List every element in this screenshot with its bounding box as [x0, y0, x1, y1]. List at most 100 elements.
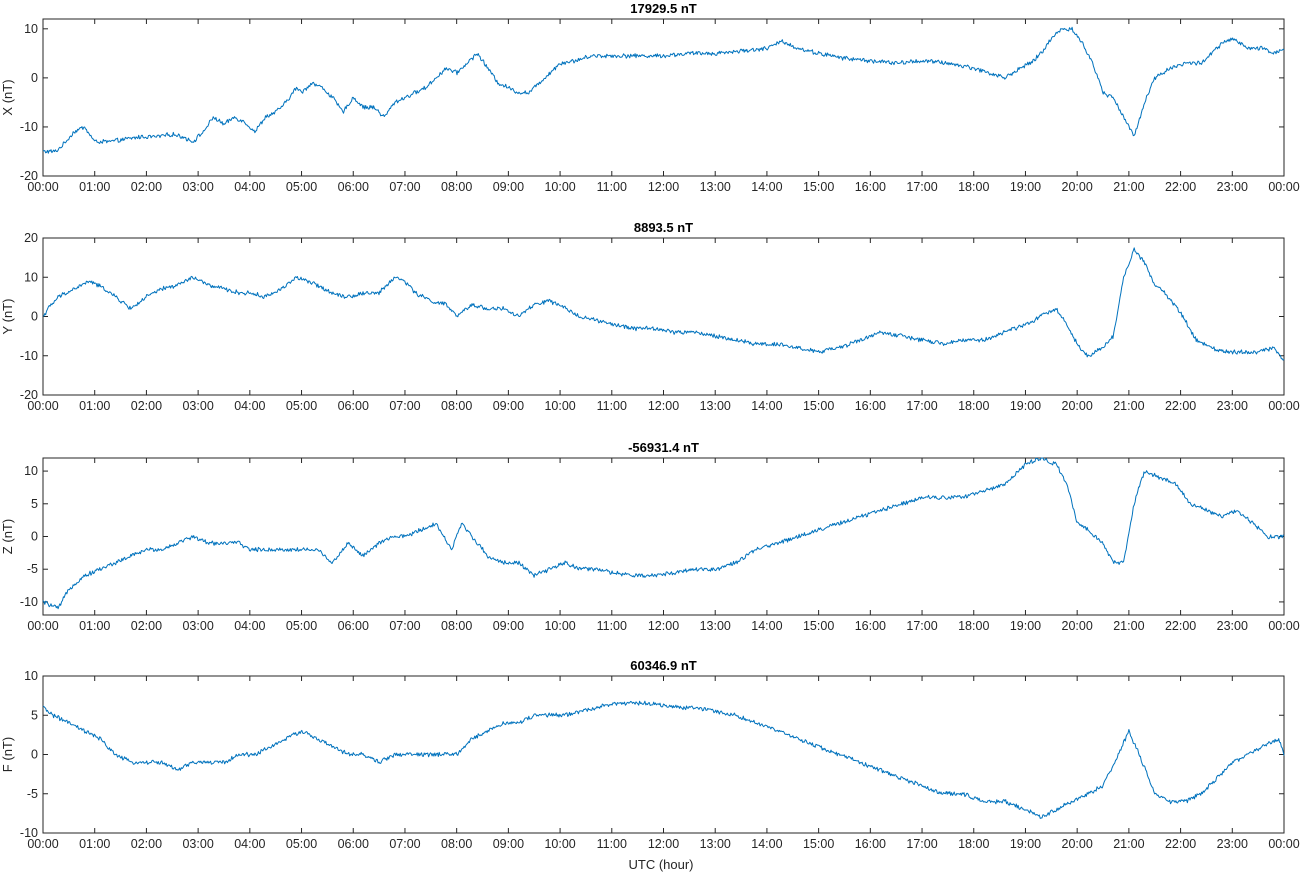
y-tick-label: -10	[20, 120, 38, 134]
x-tick-label: 00:00	[27, 837, 58, 851]
subplot-z: 00:00 01:00 02:00 03:00 04:00 05:00 06:00 07:00…	[0, 440, 1300, 633]
x-tick-label: 13:00	[700, 619, 731, 633]
subplot-f: 00:00 01:00 02:00 03:00 04:00 05:00 06:00 07:00…	[0, 658, 1300, 851]
y-tick-label: 5	[31, 497, 38, 511]
x-tick-label: 02:00	[131, 619, 162, 633]
y-tick-label: -20	[20, 169, 38, 183]
x-tick-label: 07:00	[389, 619, 420, 633]
x-tick-label: 15:00	[803, 180, 834, 194]
series-line-f	[42, 700, 1285, 819]
series-line-y	[42, 247, 1285, 361]
x-tick-label: 05:00	[286, 399, 317, 413]
x-tick-label: 15:00	[803, 399, 834, 413]
y-tick-label: 10	[24, 669, 38, 683]
plot-frame-x	[42, 18, 1285, 177]
y-tick-label: 10	[24, 464, 38, 478]
subplot-x: 00:00 01:00 02:00 03:00 04:00 05:00 06:00 07:00…	[0, 1, 1300, 194]
panel-title-x: 17929.5 nT	[630, 1, 697, 16]
x-tick-label: 02:00	[131, 180, 162, 194]
x-tick-label: 15:00	[803, 837, 834, 851]
subplot-y: 00:00 01:00 02:00 03:00 04:00 05:00 06:00 07:00…	[0, 220, 1300, 413]
x-tick-label: 11:00	[597, 399, 627, 413]
x-tick-label: 01:00	[79, 619, 110, 633]
x-tick-label: 10:00	[544, 837, 575, 851]
x-tick-label: 00:00	[27, 180, 58, 194]
x-tick-label: 19:00	[1010, 837, 1041, 851]
y-tick-label: 0	[31, 310, 38, 324]
x-tick-label: 05:00	[286, 619, 317, 633]
y-tick-label: -10	[20, 826, 38, 840]
x-tick-label: 02:00	[131, 399, 162, 413]
x-tick-label: 21:00	[1113, 837, 1144, 851]
x-tick-label: 22:00	[1165, 837, 1196, 851]
x-tick-label: 08:00	[441, 399, 472, 413]
x-tick-label: 19:00	[1010, 180, 1041, 194]
y-axis-label-f: F (nT)	[0, 737, 15, 772]
x-tick-label: 14:00	[751, 399, 782, 413]
y-tick-label: -5	[27, 562, 38, 576]
x-tick-label: 05:00	[286, 837, 317, 851]
x-tick-label: 01:00	[79, 399, 110, 413]
x-tick-label: 19:00	[1010, 619, 1041, 633]
y-tick-label: -10	[20, 595, 38, 609]
x-tick-label: 06:00	[338, 399, 369, 413]
y-tick-label: -10	[20, 349, 38, 363]
x-tick-label: 03:00	[182, 180, 213, 194]
x-tick-label: 08:00	[441, 837, 472, 851]
x-tick-label: 23:00	[1217, 619, 1248, 633]
x-tick-label: 00:00	[1268, 180, 1299, 194]
y-tick-label: 10	[24, 270, 38, 284]
x-tick-label: 10:00	[544, 619, 575, 633]
x-tick-label: 22:00	[1165, 619, 1196, 633]
x-tick-label: 04:00	[234, 180, 265, 194]
x-tick-label: 11:00	[597, 837, 627, 851]
series-line-x	[42, 26, 1285, 154]
x-tick-label: 17:00	[906, 180, 937, 194]
x-tick-label: 10:00	[544, 180, 575, 194]
x-tick-label: 18:00	[958, 399, 989, 413]
x-tick-label: 06:00	[338, 180, 369, 194]
x-axis-label: UTC (hour)	[628, 857, 693, 872]
x-tick-label: 18:00	[958, 837, 989, 851]
x-tick-label: 13:00	[700, 399, 731, 413]
x-tick-label: 17:00	[906, 837, 937, 851]
x-tick-label: 17:00	[906, 399, 937, 413]
plot-frame-z	[42, 457, 1285, 616]
x-tick-label: 01:00	[79, 837, 110, 851]
x-tick-label: 04:00	[234, 837, 265, 851]
x-tick-label: 23:00	[1217, 180, 1248, 194]
x-tick-label: 23:00	[1217, 837, 1248, 851]
panel-title-y: 8893.5 nT	[634, 220, 693, 235]
x-tick-label: 20:00	[1062, 399, 1093, 413]
x-tick-label: 14:00	[751, 837, 782, 851]
x-tick-label: 22:00	[1165, 180, 1196, 194]
x-tick-label: 21:00	[1113, 619, 1144, 633]
x-tick-label: 00:00	[1268, 837, 1299, 851]
x-tick-label: 11:00	[597, 180, 627, 194]
y-tick-label: 10	[24, 22, 38, 36]
panel-title-z: -56931.4 nT	[628, 440, 699, 455]
x-tick-label: 13:00	[700, 837, 731, 851]
y-tick-label: 0	[31, 71, 38, 85]
x-tick-label: 00:00	[1268, 399, 1299, 413]
x-tick-label: 12:00	[648, 399, 679, 413]
x-tick-label: 00:00	[1268, 619, 1299, 633]
x-tick-label: 00:00	[27, 619, 58, 633]
y-tick-label: 20	[24, 231, 38, 245]
x-tick-label: 12:00	[648, 180, 679, 194]
x-tick-label: 08:00	[441, 180, 472, 194]
x-tick-label: 11:00	[597, 619, 627, 633]
x-tick-label: 01:00	[79, 180, 110, 194]
x-tick-label: 12:00	[648, 837, 679, 851]
x-tick-label: 14:00	[751, 180, 782, 194]
y-axis-label-z: Z (nT)	[0, 519, 15, 554]
x-tick-label: 13:00	[700, 180, 731, 194]
series-line-z	[42, 457, 1285, 610]
x-tick-label: 06:00	[338, 619, 369, 633]
x-tick-label: 15:00	[803, 619, 834, 633]
plot-frame-f	[42, 675, 1285, 834]
x-tick-label: 07:00	[389, 399, 420, 413]
x-tick-label: 16:00	[855, 399, 886, 413]
x-tick-label: 03:00	[182, 399, 213, 413]
